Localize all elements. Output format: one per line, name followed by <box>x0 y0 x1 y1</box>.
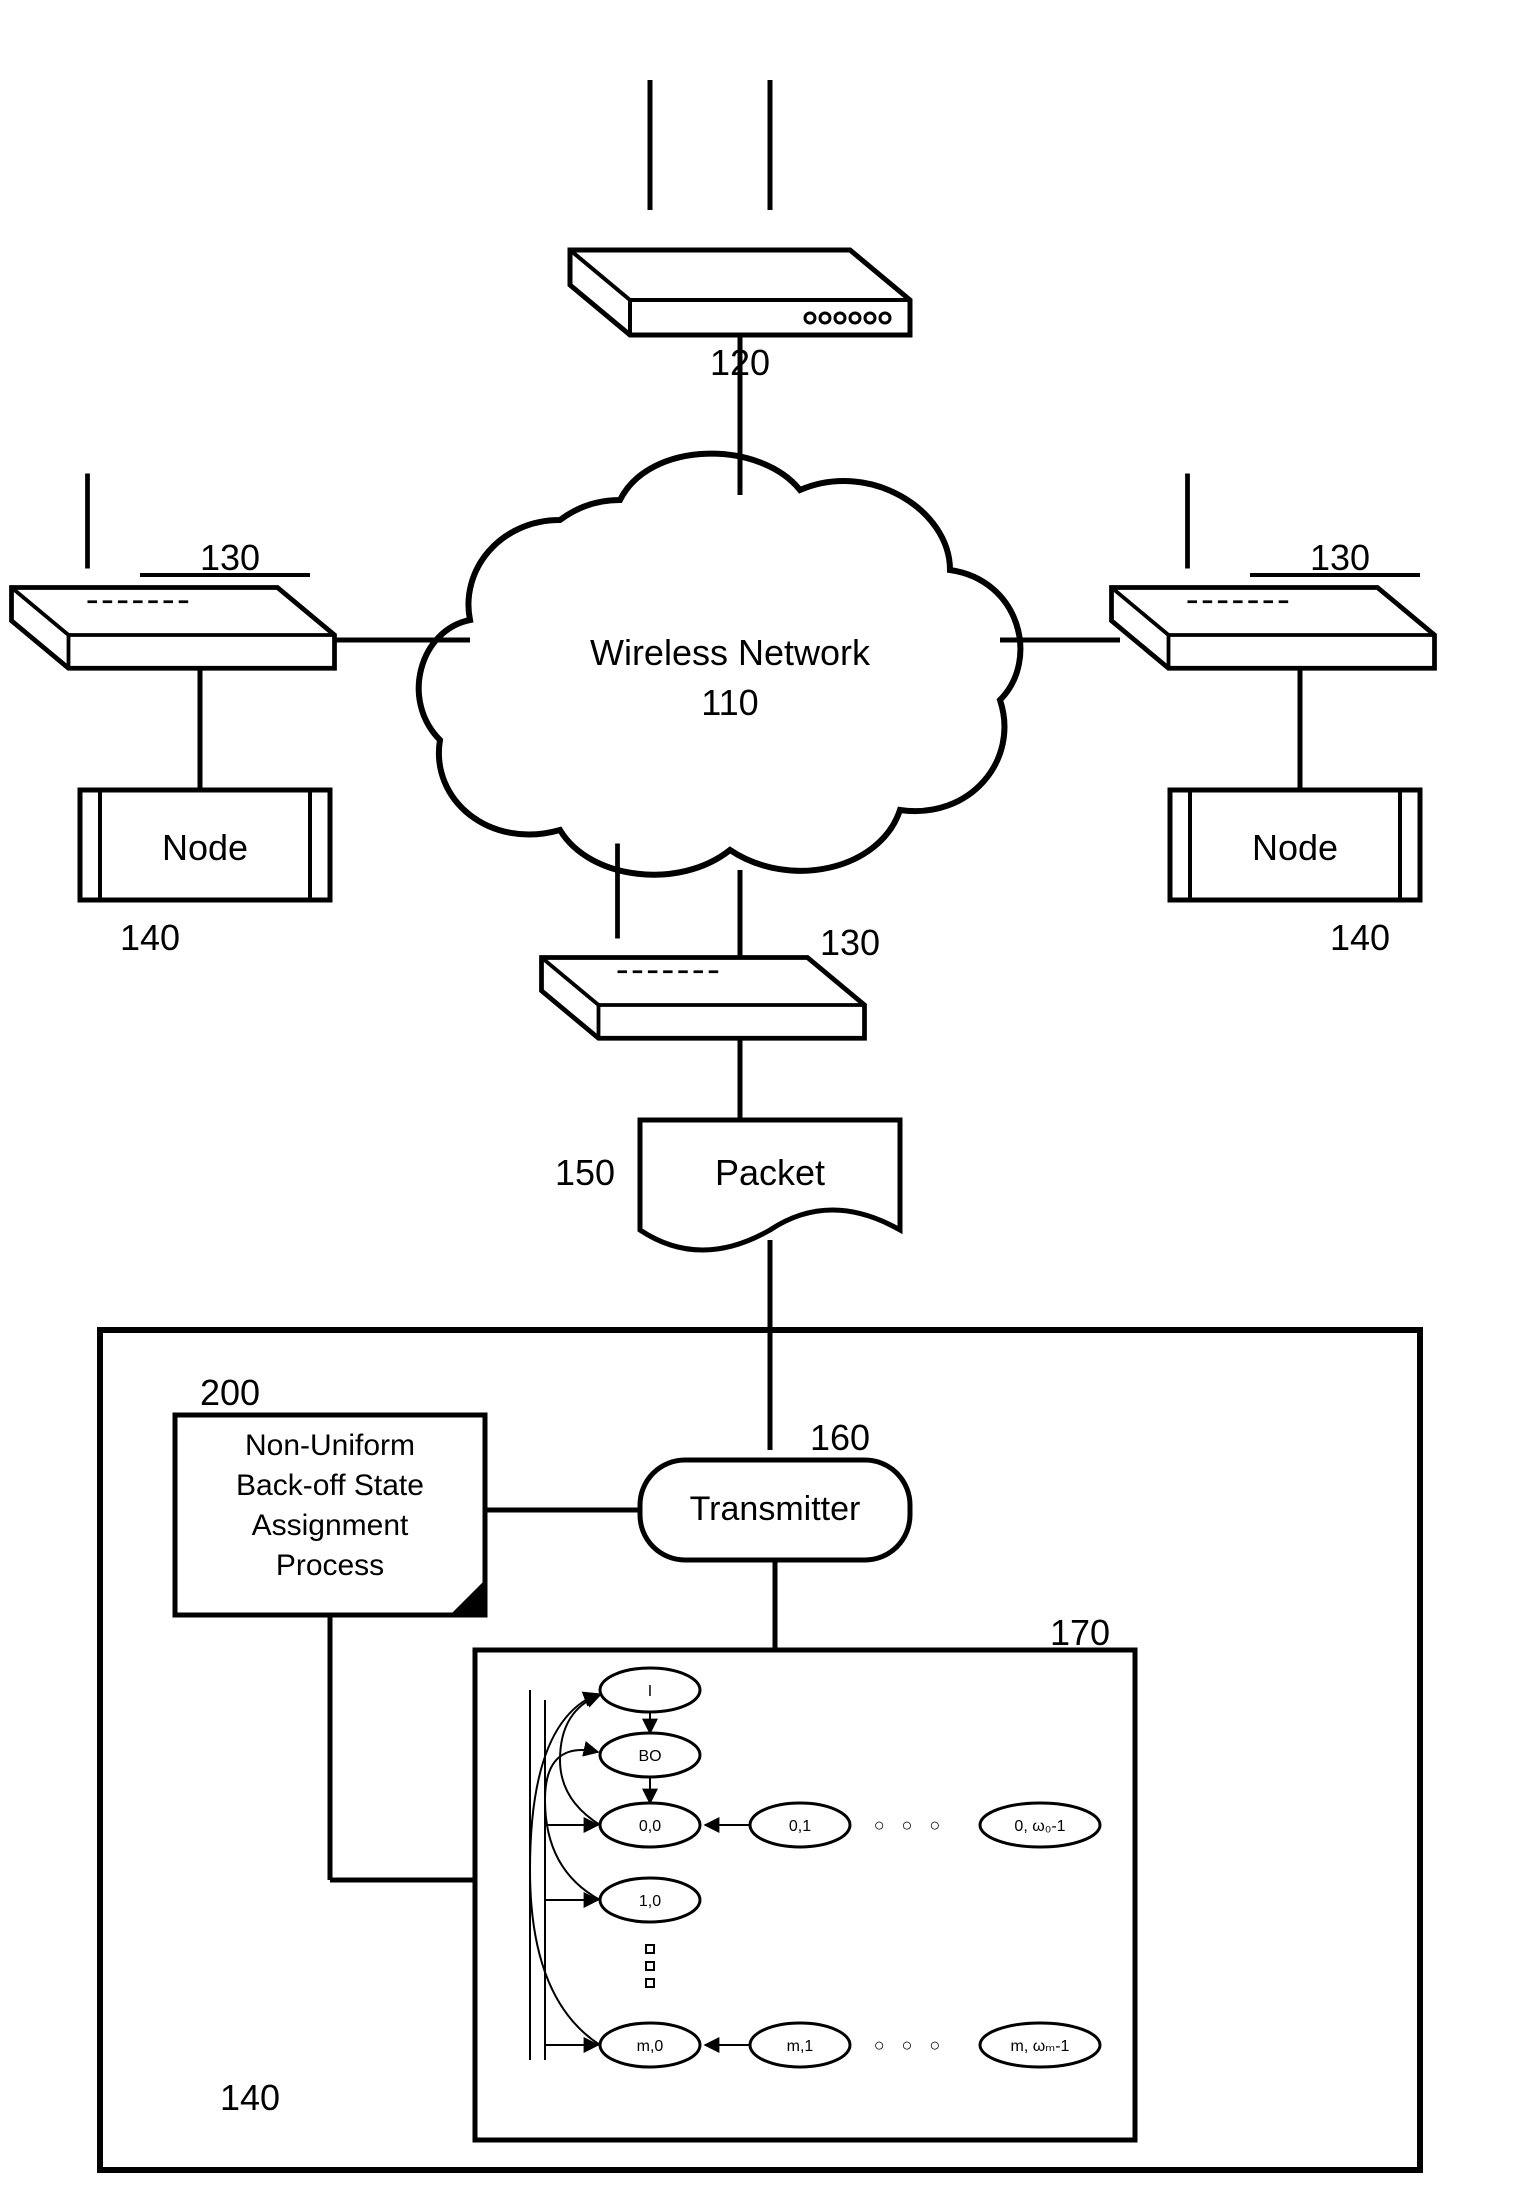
process-l4: Process <box>276 1549 384 1582</box>
packet-num: 150 <box>555 1152 615 1193</box>
access-point-right <box>1112 474 1435 669</box>
packet-text: Packet <box>715 1152 825 1193</box>
transmitter-shape: Transmitter <box>640 1460 910 1560</box>
process-l1: Non-Uniform <box>245 1429 415 1462</box>
access-point-top <box>570 80 910 335</box>
ap-bottom-label: 130 <box>820 922 880 963</box>
node-left: Node <box>80 790 330 900</box>
packet-shape: Packet <box>640 1120 900 1250</box>
node-left-text: Node <box>162 827 248 868</box>
st-m1: m,1 <box>787 2038 814 2055</box>
cloud-num: 110 <box>701 682 758 723</box>
process-l3: Assignment <box>252 1509 409 1542</box>
st-0w: 0, ω₀-1 <box>1014 1818 1065 1835</box>
st-m0: m,0 <box>637 2038 664 2055</box>
st-01: 0,1 <box>789 1818 811 1835</box>
access-point-left <box>12 474 335 669</box>
transmitter-text: Transmitter <box>690 1490 861 1528</box>
st-mw: m, ωₘ-1 <box>1011 2038 1070 2055</box>
st-i: I <box>648 1683 652 1700</box>
ap-right-label: 130 <box>1310 537 1370 578</box>
process-num: 200 <box>200 1372 260 1413</box>
ap-left-label: 130 <box>200 537 260 578</box>
node-left-num: 140 <box>120 917 180 958</box>
st-00: 0,0 <box>639 1818 661 1835</box>
cloud-title: Wireless Network <box>590 632 871 673</box>
process-box: Non-Uniform Back-off State Assignment Pr… <box>175 1415 485 1615</box>
node-right-num: 140 <box>1330 917 1390 958</box>
bottom-140: 140 <box>220 2077 280 2118</box>
node-right-text: Node <box>1252 827 1338 868</box>
diagram-canvas: Wireless Network 110 120 130 Node 140 13… <box>0 0 1529 2210</box>
inner-num: 170 <box>1050 1612 1110 1653</box>
wireless-network-cloud: Wireless Network 110 <box>419 454 1021 875</box>
svg-text:○ ○ ○: ○ ○ ○ <box>874 2035 947 2055</box>
st-bo: BO <box>638 1748 661 1765</box>
transmitter-num: 160 <box>810 1417 870 1458</box>
process-l2: Back-off State <box>236 1469 424 1502</box>
node-right: Node <box>1170 790 1420 900</box>
st-10: 1,0 <box>639 1893 661 1910</box>
svg-text:○ ○ ○: ○ ○ ○ <box>874 1815 947 1835</box>
